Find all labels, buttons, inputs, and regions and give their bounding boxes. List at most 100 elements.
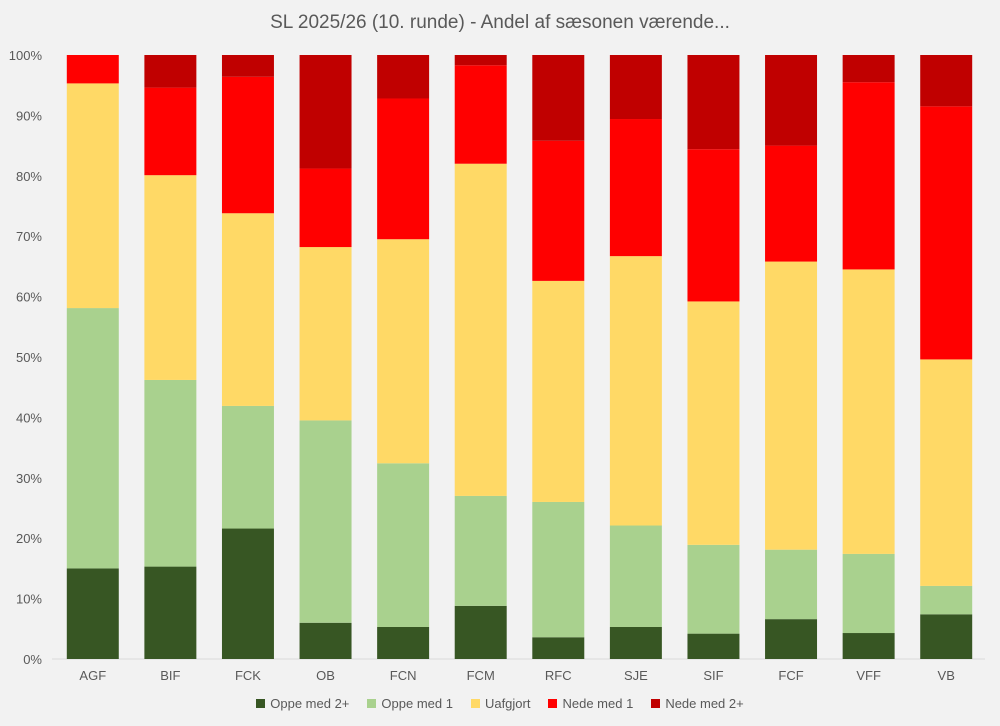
bar-segment-fck-0 [221, 528, 274, 659]
legend-item: Nede med 2+ [651, 696, 744, 711]
chart-title: SL 2025/26 (10. runde) - Andel af sæsone… [270, 12, 730, 33]
bar-segment-sje-3 [609, 119, 662, 257]
bar-segment-vff-2 [842, 269, 895, 554]
y-tick-label: 50% [16, 350, 42, 365]
legend-label: Oppe med 1 [381, 696, 453, 711]
x-tick-label-sif: SIF [703, 668, 723, 683]
bar-segment-agf-0 [66, 568, 119, 659]
x-tick-label-ob: OB [316, 668, 335, 683]
bar-segment-bif-4 [144, 55, 197, 88]
bar-segment-agf-2 [66, 83, 119, 309]
x-tick-label-fcf: FCF [778, 668, 803, 683]
y-tick-label: 70% [16, 229, 42, 244]
y-tick-label: 80% [16, 169, 42, 184]
bar-segment-vff-4 [842, 55, 895, 83]
legend-label: Nede med 1 [562, 696, 634, 711]
legend-item: Nede med 1 [548, 696, 633, 711]
bar-segment-fcm-1 [454, 495, 507, 606]
x-tick-label-fcn: FCN [390, 668, 417, 683]
bar-segment-ob-4 [299, 55, 352, 169]
bar-segment-vff-3 [842, 82, 895, 270]
bar-segment-vb-2 [920, 359, 973, 586]
y-tick-label: 0% [23, 652, 42, 667]
y-tick-label: 90% [16, 108, 42, 123]
bar-segment-fck-4 [221, 55, 274, 77]
x-tick-label-fcm: FCM [467, 668, 495, 683]
bar-segment-fcn-2 [377, 239, 430, 464]
bar-segment-fcf-4 [765, 55, 818, 146]
bar-segment-sif-3 [687, 149, 740, 302]
legend-swatch [256, 699, 266, 708]
bar-segment-bif-1 [144, 379, 197, 567]
legend-swatch [470, 699, 480, 708]
bar-segment-fcf-0 [765, 619, 818, 659]
bar-segment-vff-0 [842, 633, 895, 659]
y-tick-label: 20% [16, 531, 42, 546]
bar-segment-rfc-1 [532, 501, 585, 638]
bar-segment-fck-2 [221, 213, 274, 406]
legend-item: Uafgjort [470, 696, 531, 711]
bar-segment-vb-4 [920, 55, 973, 107]
y-tick-label: 10% [16, 592, 42, 607]
x-tick-label-rfc: RFC [545, 668, 572, 683]
bar-segment-fcm-4 [454, 55, 507, 66]
x-tick-label-bif: BIF [160, 668, 180, 683]
bar-segment-ob-2 [299, 247, 352, 421]
bar-segment-sje-2 [609, 256, 662, 526]
bar-segment-fck-3 [221, 76, 274, 214]
bar-segment-vb-3 [920, 106, 973, 360]
bar-segment-fcm-0 [454, 605, 507, 659]
bar-segment-vff-1 [842, 553, 895, 634]
x-tick-label-vb: VB [938, 668, 955, 683]
bar-segment-fcf-2 [765, 261, 818, 550]
bar-segment-agf-1 [66, 308, 119, 569]
bar-segment-ob-0 [299, 622, 352, 659]
legend-swatch [548, 699, 558, 708]
legend-label: Oppe med 2+ [270, 696, 350, 711]
bar-segment-rfc-2 [532, 280, 585, 502]
x-tick-label-agf: AGF [79, 668, 106, 683]
legend-label: Uafgjort [484, 696, 531, 711]
y-tick-label: 60% [16, 290, 42, 305]
bar-segment-sje-0 [609, 626, 662, 659]
x-tick-label-vff: VFF [856, 668, 881, 683]
bar-segment-agf-3 [66, 55, 119, 84]
bar-segment-rfc-4 [532, 55, 585, 141]
y-tick-label: 100% [9, 48, 43, 63]
bar-segment-rfc-0 [532, 637, 585, 659]
bar-segment-fcn-3 [377, 98, 430, 240]
legend-item: Oppe med 2+ [256, 696, 349, 711]
bar-segment-bif-2 [144, 175, 197, 380]
y-tick-label: 40% [16, 410, 42, 425]
bar-segment-fcm-2 [454, 163, 507, 496]
bar-segment-rfc-3 [532, 140, 585, 281]
bar-segment-sif-2 [687, 301, 740, 545]
bar-segment-fcf-3 [765, 145, 818, 262]
x-tick-label-fck: FCK [235, 668, 261, 683]
y-tick-label: 30% [16, 471, 42, 486]
x-tick-label-sje: SJE [624, 668, 648, 683]
legend-item: Oppe med 1 [367, 696, 453, 711]
bar-segment-sif-1 [687, 544, 740, 634]
bar-segment-vb-0 [920, 614, 973, 659]
bar-segment-fcn-1 [377, 463, 430, 627]
bar-segment-fcm-3 [454, 65, 507, 164]
bar-segment-fcn-4 [377, 55, 430, 99]
bar-segment-bif-0 [144, 566, 197, 659]
legend-swatch [651, 699, 661, 708]
legend-swatch [367, 699, 377, 708]
bar-segment-vb-1 [920, 585, 973, 615]
legend: Oppe med 2+ Oppe med 1 Uafgjort Nede med 1 N… [0, 696, 1000, 711]
bar-segment-ob-1 [299, 420, 352, 623]
bar-segment-fcn-0 [377, 626, 430, 659]
bar-segment-sje-1 [609, 525, 662, 627]
bar-segment-sif-0 [687, 633, 740, 659]
bar-segment-fck-1 [221, 405, 274, 529]
bar-segment-sje-4 [609, 55, 662, 120]
legend-label: Nede med 2+ [665, 696, 744, 711]
bar-segment-bif-3 [144, 87, 197, 176]
bar-segment-fcf-1 [765, 549, 818, 620]
bar-segment-ob-3 [299, 168, 352, 248]
bar-segment-sif-4 [687, 55, 740, 150]
